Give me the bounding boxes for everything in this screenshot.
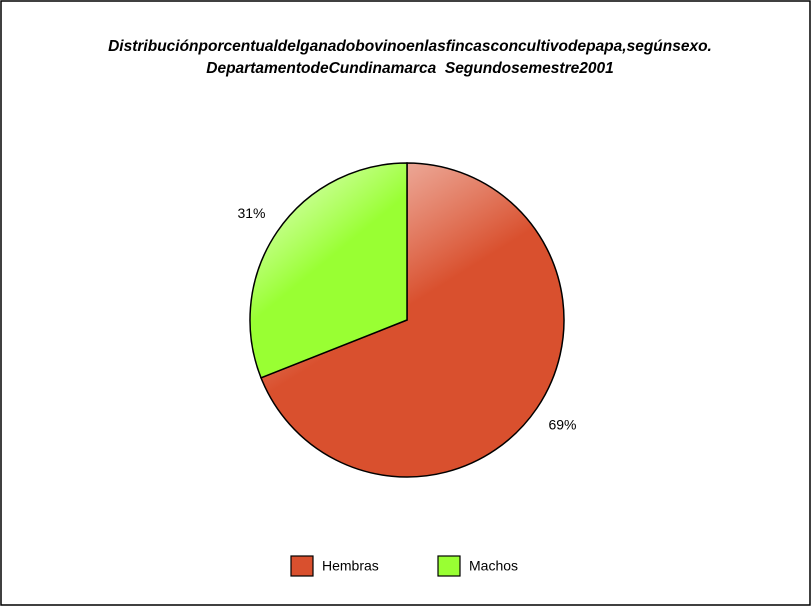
data-label: 69% — [548, 416, 576, 432]
data-label: 31% — [237, 205, 265, 221]
chart-title: DepartamentodeCundinamarca Segundosemest… — [206, 60, 613, 77]
legend-label: Hembras — [322, 558, 379, 574]
pie-slice-shade — [260, 162, 565, 478]
legend-swatch — [290, 555, 314, 577]
pie-slice-shade — [249, 162, 408, 379]
legend-swatch — [437, 555, 461, 577]
chart-title: Distribuciónporcentualdelganadobovinoenl… — [108, 38, 712, 55]
legend-label: Machos — [469, 558, 518, 574]
